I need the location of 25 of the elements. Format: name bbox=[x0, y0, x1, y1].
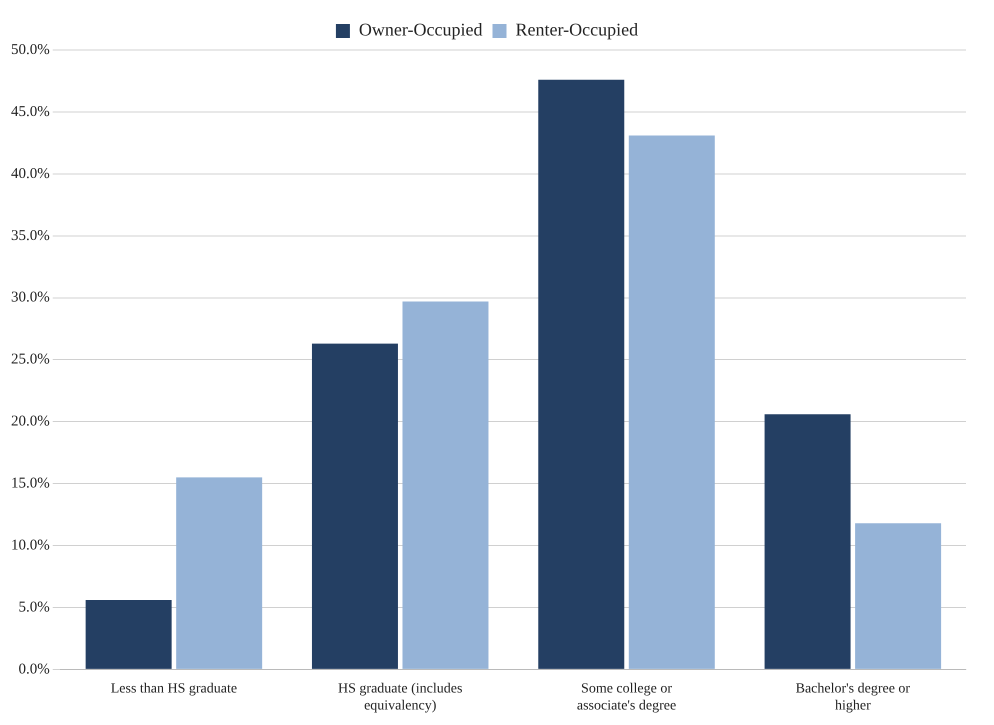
bar bbox=[176, 477, 262, 669]
bar bbox=[855, 523, 942, 669]
y-tick-label: 5.0% bbox=[18, 599, 50, 616]
bar bbox=[538, 80, 624, 669]
legend-label: Renter-Occupied bbox=[516, 20, 638, 40]
y-tick-label: 30.0% bbox=[10, 290, 50, 306]
x-tick-label: HS graduate (includes equivalency) bbox=[338, 681, 462, 714]
bar bbox=[628, 135, 715, 669]
bar bbox=[86, 600, 172, 669]
bar bbox=[312, 344, 398, 669]
y-tick-label: 50.0% bbox=[10, 42, 50, 58]
y-tick-label: 45.0% bbox=[10, 104, 50, 120]
y-tick-label: 40.0% bbox=[10, 166, 50, 182]
x-tick-label: Bachelor's degree or higher bbox=[796, 681, 910, 714]
x-tick-label: Less than HS graduate bbox=[110, 681, 238, 696]
y-tick-label: 10.0% bbox=[10, 537, 50, 554]
y-tick-label: 15.0% bbox=[10, 476, 50, 492]
bar bbox=[764, 414, 851, 669]
y-tick-label: 0.0% bbox=[18, 661, 50, 678]
bar bbox=[402, 301, 488, 669]
y-tick-label: 25.0% bbox=[10, 352, 50, 368]
legend-label: Owner-Occupied bbox=[358, 20, 483, 40]
y-tick-label: 20.0% bbox=[10, 414, 50, 430]
y-tick-label: 35.0% bbox=[10, 228, 50, 244]
x-tick-label: Some college or associate's degree bbox=[576, 681, 676, 714]
